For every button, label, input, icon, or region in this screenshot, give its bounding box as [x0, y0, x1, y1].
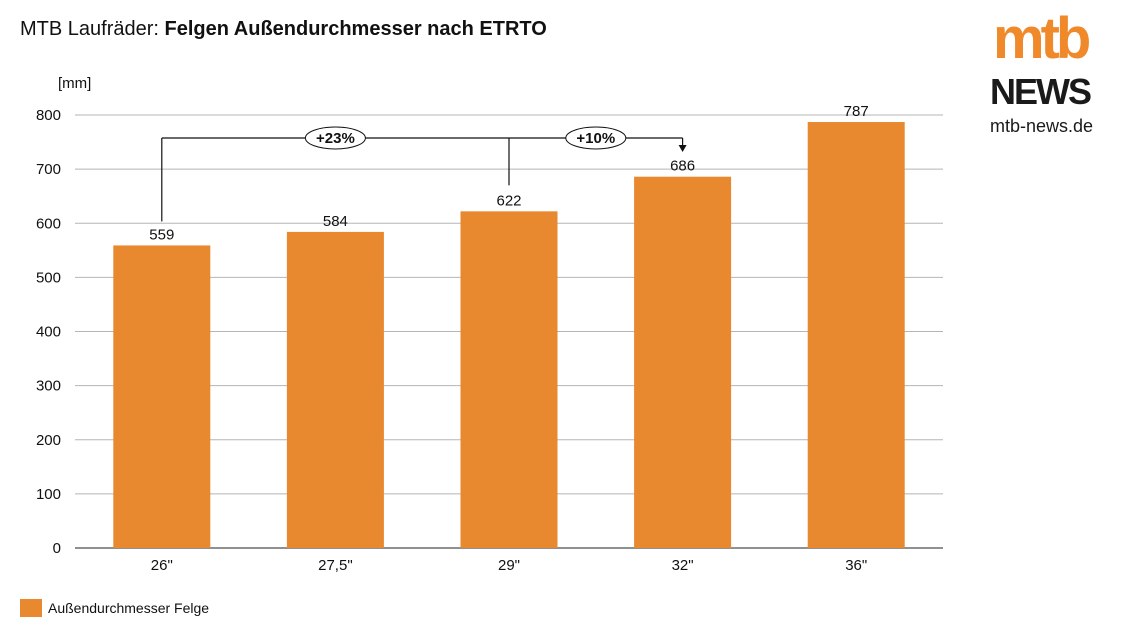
bar: [634, 176, 732, 548]
x-tick-label: 27,5": [318, 557, 353, 574]
y-tick-label: 300: [36, 378, 61, 395]
y-tick-label: 700: [36, 161, 61, 178]
y-tick-label: 200: [36, 432, 61, 449]
title-prefix: MTB Laufräder:: [20, 18, 165, 40]
annotation-label: +10%: [576, 130, 615, 147]
legend: Außendurchmesser Felge: [20, 599, 209, 617]
x-tick-label: 36": [845, 557, 867, 574]
annotation-bubble: [565, 126, 627, 150]
data-label: 787: [844, 103, 869, 120]
y-tick-label: 800: [36, 107, 61, 124]
bar: [113, 245, 211, 548]
bar: [460, 211, 558, 548]
bar: [807, 122, 905, 548]
y-tick-label: 600: [36, 215, 61, 232]
logo-line3: mtb-news.de: [990, 116, 1093, 136]
data-label: 622: [496, 192, 521, 209]
chart-title: MTB Laufräder: Felgen Außendurchmesser n…: [20, 18, 547, 41]
legend-label: Außendurchmesser Felge: [48, 600, 210, 616]
x-tick-label: 29": [498, 557, 520, 574]
y-tick-label: 0: [53, 540, 61, 557]
legend-swatch: [20, 599, 42, 617]
annotation-label: +23%: [316, 130, 355, 147]
y-tick-label: 400: [36, 324, 61, 341]
logo-line2: NEWS: [990, 71, 1091, 112]
data-label: 686: [670, 158, 695, 175]
x-tick-label: 26": [151, 557, 173, 574]
mtb-news-logo: mtb NEWS mtb-news.de: [990, 8, 1094, 136]
annotation-bubble: [304, 126, 366, 150]
x-tick-label: 32": [672, 557, 694, 574]
y-tick-label: 100: [36, 486, 61, 503]
y-tick-label: 500: [36, 269, 61, 286]
data-label: 584: [323, 213, 348, 230]
bar: [286, 231, 384, 548]
logo-line1: mtb: [993, 8, 1090, 71]
data-label: 559: [149, 226, 174, 243]
title-bold: Felgen Außendurchmesser nach ETRTO: [164, 18, 547, 40]
arrow-icon: [678, 145, 687, 152]
y-axis-label: [mm]: [58, 75, 91, 92]
